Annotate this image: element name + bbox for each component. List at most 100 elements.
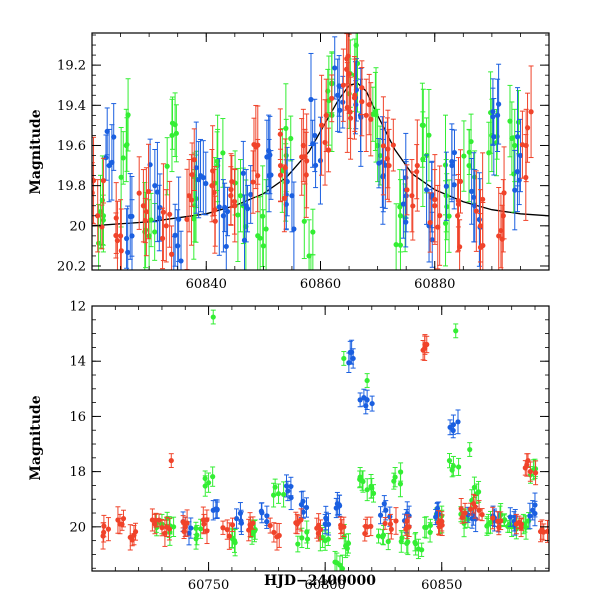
top-series-1-point-11-obs-1-marker (358, 114, 364, 120)
bottom-series-2-point-14-obs-0-marker (382, 520, 388, 527)
bottom-series-0-point-2-obs-0 (198, 518, 204, 539)
bottom-outlier-0 (210, 309, 216, 325)
bottom-ticks: 60750 60800 60850 12 14 16 18 20 (69, 300, 549, 593)
top-series-1-point-0-obs-2 (111, 103, 117, 171)
bottom-series-1-point-10-obs-1-marker (377, 512, 384, 518)
bottom-series-2-point-14-obs-2-marker (388, 526, 394, 532)
bottom-series-0-point-3-marker (205, 480, 212, 486)
top-series-1-point-9-obs-1-marker (317, 158, 324, 164)
bottom-series-0-point-11-obs-2 (359, 470, 365, 491)
bottom-series-0-point-7-obs-0-marker (304, 536, 311, 542)
top-series-2-point-11-obs-2 (344, 33, 350, 85)
top-series-1-point-2-obs-1-marker (157, 204, 163, 211)
bottom-series-2-point-19-obs-2-marker (472, 504, 478, 510)
bottom-series-1-point-10-obs-0-marker (387, 514, 393, 520)
top-series-2-point-17-marker (455, 213, 461, 219)
top-series-2-point-3-obs-3 (160, 163, 167, 262)
top-series-0-point-16-obs-0 (461, 120, 467, 192)
bottom-series-1-point-0-obs-1 (186, 521, 192, 546)
bottom-series-2-point-9-obs-1 (267, 517, 273, 534)
top-series-1-point-0-obs-3-marker (103, 155, 109, 161)
bottom-series-0-point-12-obs-2-marker (368, 483, 374, 489)
top-series-1-point-2-obs-0-marker (156, 215, 162, 221)
top-series-1-point-7-obs-3 (268, 150, 274, 200)
top-series-2-point-6-obs-3 (228, 153, 234, 226)
top-series-0-point-9-obs-1-marker (310, 229, 316, 235)
bottom-series-0-point-16-obs-1 (419, 542, 425, 557)
bottom-y-tick-label-2: 16 (69, 410, 86, 425)
top-series-0-point-15-obs-3-marker (442, 220, 449, 226)
top-series-1-point-13-obs-1-marker (400, 201, 406, 207)
top-series-0-point-13-obs-3-marker (397, 242, 404, 248)
bottom-series-2-point-4-obs-0 (166, 517, 173, 541)
bottom-series-2-point-18-obs-2 (467, 502, 474, 516)
top-series-2-point-18-obs-3-marker (477, 244, 484, 250)
top-series-0-point-13-obs-2-marker (393, 242, 399, 248)
bottom-series-0-point-5-obs-2-marker (251, 528, 258, 534)
bottom-series-2-point-22-obs-2-marker (522, 465, 528, 471)
top-series-2-point-7-obs-2-marker (250, 179, 256, 185)
top-series-2-point-10-obs-1-marker (325, 147, 332, 153)
top-series-2-point-5 (209, 148, 215, 223)
top-series-1-point-16-obs-1-marker (469, 188, 475, 194)
top-series-0-point-14-obs-3-marker (426, 132, 432, 138)
bottom-series-1-point-3-obs-2 (258, 502, 264, 520)
top-series-2-point-6-obs-0-marker (231, 198, 238, 205)
top-series-1-point-10-obs-0-marker (336, 83, 342, 89)
top-series-2-point-16-obs-0 (432, 154, 438, 245)
top-series-1-point-14-obs-0-marker (429, 237, 435, 243)
top-ticks: 60840 60860 60880 19.2 19.4 19.6 19.8 20 20.2 (57, 33, 550, 292)
bottom-series-1-point-5-obs-1-marker (300, 498, 306, 504)
top-series-2-point-8-obs-3-marker (277, 131, 283, 137)
bottom-series-0-point-19-obs-1 (456, 457, 462, 476)
bottom-series-0-point-3-obs-2 (210, 466, 216, 487)
bottom-series-0-point-14-obs-1 (398, 462, 404, 482)
top-series-0-point-14-obs-3 (426, 88, 432, 182)
top-series-2-point-10-obs-3 (329, 74, 335, 123)
top-series-0-point-6-obs-0-marker (235, 212, 241, 218)
bottom-series-2-point-9-obs-1-marker (267, 522, 273, 529)
bottom-series-2-point-14-obs-1 (393, 507, 399, 535)
top-series-0-point-9-obs-3 (310, 254, 316, 270)
top-series-1-point-16-obs-1 (469, 158, 475, 225)
top-series-0-point-17-obs-2-marker (486, 150, 492, 156)
top-series-1-point-5 (220, 179, 226, 253)
bottom-series-1-point-3-obs-2-marker (258, 508, 264, 514)
bottom-series-0-point-6-obs-2 (271, 482, 277, 508)
top-series-2-point-3-obs-0-marker (169, 251, 175, 257)
bottom-series-0-point-24-obs-1-marker (505, 523, 511, 530)
bottom-series-1-point-10-obs-1 (377, 506, 384, 525)
top-series-0-point-13-obs-2 (393, 203, 399, 270)
bottom-series-0-point-19-obs-1-marker (456, 464, 462, 470)
top-series-1-point-2 (152, 148, 158, 223)
top-series-1-point-8-marker (289, 193, 295, 199)
top-series-2-point-2-obs-3-marker (143, 209, 149, 215)
top-series-1-point-17-obs-0-marker (491, 134, 497, 140)
bottom-series-1-point-6-obs-2-marker (325, 521, 332, 527)
top-series-0-point-1-obs-2-marker (124, 141, 130, 148)
top-series-1-point-4-obs-0 (203, 151, 209, 216)
bottom-series-0-point-15-obs-0-marker (405, 539, 411, 545)
top-series-2-point-2-obs-2-marker (136, 190, 142, 196)
top-series-0-point-16-obs-3 (466, 129, 472, 175)
top-series-0-point-13-obs-0-marker (397, 204, 403, 210)
top-series-1-point-16-obs-3-marker (471, 194, 477, 200)
bottom-series-2-point-22-marker (527, 469, 533, 475)
top-series-1-point-10-obs-2-marker (337, 107, 343, 113)
bottom-series-1-point-2-marker (233, 515, 240, 522)
bottom-outlier-0-marker (210, 314, 216, 320)
bottom-series-0-point-12-obs-1 (364, 478, 370, 502)
top-series-0-point-13-obs-0 (397, 169, 403, 245)
top-series-0-point-8-obs-2-marker (288, 135, 294, 142)
top-series-2-point-9-obs-2-marker (299, 154, 305, 160)
top-panel: 60840 60860 60880 19.2 19.4 19.6 19.8 20 20.2 Ma… (28, 32, 550, 292)
top-series-1-point-4-obs-3 (200, 140, 206, 216)
bottom-series-0-point-9-obs-1 (339, 554, 346, 571)
top-series-1-point-16-obs-2-marker (476, 216, 482, 223)
top-series-2-point-20-obs-2 (523, 134, 529, 221)
bottom-series-0-point-14 (392, 466, 398, 488)
top-series-0-point-3-marker (169, 132, 175, 139)
top-series-2-point-7-obs-1-marker (251, 141, 257, 148)
top-y-axis-label: Magnitude (28, 109, 44, 194)
